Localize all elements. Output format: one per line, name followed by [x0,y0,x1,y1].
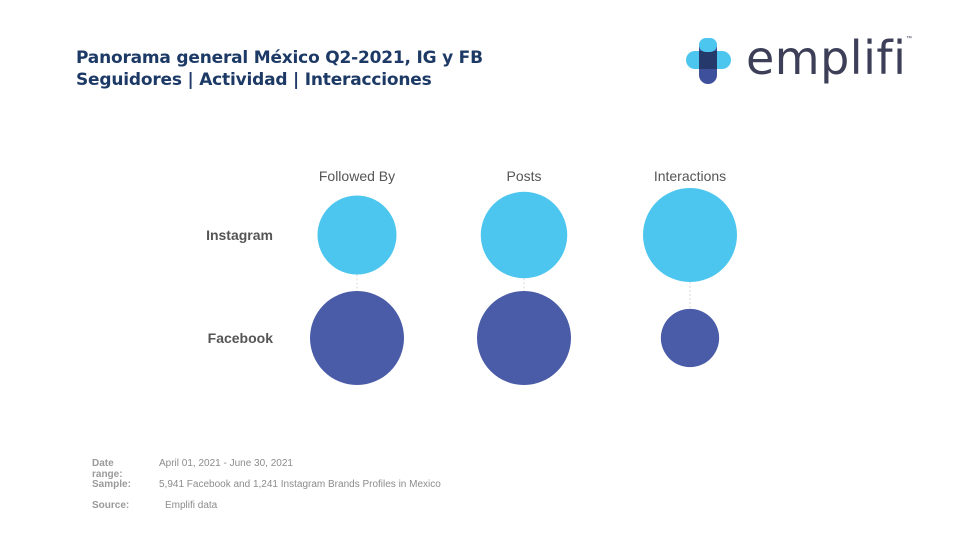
source-value: Emplifi data [165,500,218,511]
column-header-posts: Posts [506,168,541,184]
emplifi-cross-icon [686,38,731,84]
date-range-label: Date range: [92,458,123,480]
bubble-instagram-posts [480,191,568,279]
column-header-interactions: Interactions [654,168,726,184]
bubble-facebook-followed-by [310,291,404,385]
bubble-instagram-interactions [643,188,737,282]
page-subtitle: Seguidores | Actividad | Interacciones [76,70,432,90]
row-label-instagram: Instagram [206,227,273,243]
sample-label: Sample: [92,479,131,490]
logo-wordmark: emplifi [746,31,907,85]
logo-trademark: ™ [906,36,912,42]
source-label: Source: [92,500,130,511]
date-range-value: April 01, 2021 - June 30, 2021 [159,458,293,469]
page-title: Panorama general México Q2-2021, IG y FB [76,48,483,68]
bubble-facebook-interactions [660,308,720,368]
emplifi-logo: emplifi ™ [686,31,918,88]
column-header-followed-by: Followed By [319,168,395,184]
bubble-instagram-followed-by [317,195,397,275]
bubble-facebook-posts [477,291,571,385]
sample-value: 5,941 Facebook and 1,241 Instagram Brand… [159,479,441,490]
row-label-facebook: Facebook [208,330,274,346]
title-block: Panorama general México Q2-2021, IG y FB… [76,47,483,91]
